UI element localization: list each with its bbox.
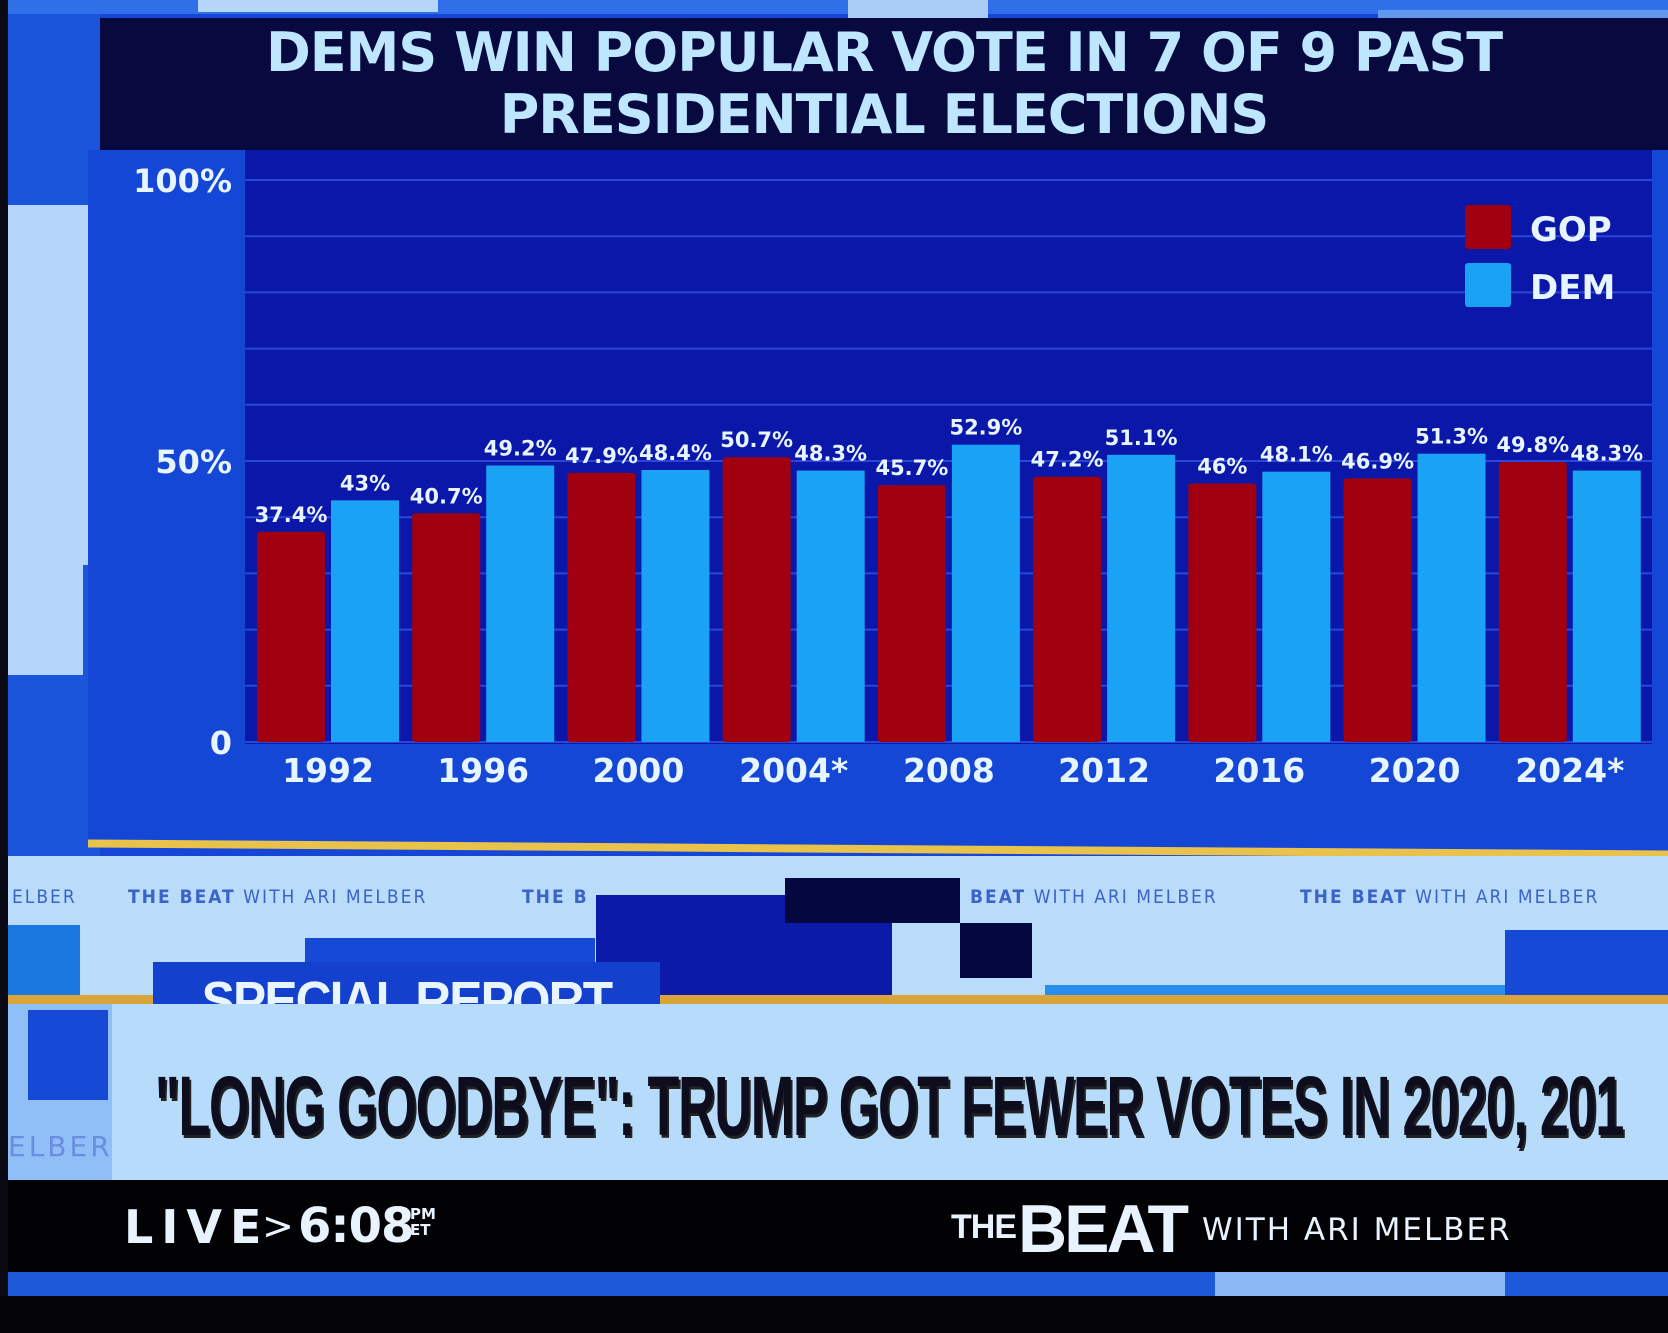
x-tick-label-2020: 2020 [1369, 751, 1461, 790]
bar-dem-1996 [486, 465, 555, 742]
value-label-dem-1992: 43% [340, 471, 390, 495]
bar-gop-1992 [257, 531, 325, 742]
show-logo-host: WITH ARI MELBER [1202, 1212, 1512, 1248]
ticker-host-3: WITH ARI MELBER [1415, 886, 1600, 908]
top-light-block [198, 0, 438, 12]
value-label-dem-2008: 52.9% [949, 416, 1022, 440]
bar-gop-1996 [412, 513, 481, 742]
show-logo-beat: BEAT [1018, 1191, 1189, 1267]
ticker-show-3: THE BEAT [1300, 886, 1408, 908]
accent-line-2 [8, 995, 1668, 1004]
value-label-gop-2012: 47.2% [1031, 448, 1104, 472]
glitch-block-6 [1505, 930, 1668, 1005]
y-tick-label-0: 0 [210, 724, 232, 762]
ticker-show-partial: THE B [522, 886, 589, 908]
value-label-dem-2016: 48.1% [1260, 443, 1333, 467]
value-label-dem-2020: 51.3% [1415, 425, 1488, 449]
value-label-gop-1996: 40.7% [410, 484, 483, 508]
clock-time: 6:08 [298, 1198, 414, 1254]
left-light-block [8, 205, 93, 565]
legend-swatch-gop [1465, 205, 1511, 249]
y-tick-label-100: 100% [133, 162, 232, 200]
x-tick-label-1992: 1992 [282, 751, 374, 790]
clock-period: PM ET [410, 1206, 436, 1238]
bar-gop-2024 [1498, 462, 1567, 742]
value-label-gop-2004: 50.7% [720, 428, 793, 452]
ticker-fragment: ELBER [12, 886, 77, 908]
clock-timezone: ET [410, 1221, 431, 1239]
left-headline-blue [28, 1010, 108, 1100]
x-tick-label-2000: 2000 [593, 751, 685, 790]
ticker-item: THE BEAT WITH ARI MELBER [128, 886, 427, 908]
y-axis: 0 50% 100% [133, 162, 232, 762]
bar-dem-2020 [1417, 453, 1486, 742]
value-label-dem-2004: 48.3% [794, 442, 867, 466]
bar-gop-2008 [877, 485, 946, 742]
bar-dem-2016 [1262, 471, 1331, 742]
bottom-stripe-light [1215, 1272, 1505, 1296]
bar-gop-2004 [722, 457, 791, 742]
glitch-block-2 [785, 878, 960, 923]
value-label-dem-2012: 51.1% [1105, 426, 1178, 450]
value-label-dem-1996: 49.2% [484, 436, 557, 460]
ticker-item-3: THE BEAT WITH ARI MELBER [1300, 886, 1599, 908]
ticker-host: WITH ARI MELBER [243, 886, 428, 908]
left-light-block-2 [8, 565, 83, 675]
value-label-dem-2024: 48.3% [1570, 442, 1643, 466]
value-label-gop-2016: 46% [1197, 454, 1247, 478]
bar-dem-2004 [796, 470, 865, 742]
bottom-bezel [0, 1296, 1668, 1333]
ticker-item-2: BEAT WITH ARI MELBER [970, 886, 1218, 908]
headline-band [112, 1004, 1668, 1180]
x-tick-label-1996: 1996 [437, 751, 529, 790]
bar-dem-2008 [951, 444, 1020, 742]
ticker-fragment-2: THE B [522, 886, 589, 908]
bar-dem-1992 [331, 500, 399, 742]
bar-gop-2012 [1033, 476, 1102, 742]
bottom-bar [8, 1180, 1668, 1272]
bar-gop-2020 [1343, 478, 1412, 742]
ticker-fragment-left: ELBER [8, 1130, 113, 1163]
x-tick-label-2004: 2004* [739, 751, 848, 790]
bar-gop-2000 [567, 472, 636, 742]
value-label-gop-2024: 49.8% [1496, 433, 1569, 457]
value-label-gop-2020: 46.9% [1341, 449, 1414, 473]
ticker-show: THE BEAT [128, 886, 236, 908]
x-tick-label-2008: 2008 [903, 751, 995, 790]
bar-dem-2000 [641, 469, 710, 742]
bar-chart: 0 50% 100% 37.4% 43% 1992 40.7%49.2% 1996 47.… [133, 150, 1652, 790]
top-light-block-2 [848, 0, 988, 22]
value-label-dem-2000: 48.4% [639, 441, 712, 465]
chevron-right-icon: > [262, 1204, 294, 1248]
legend-swatch-dem [1465, 263, 1511, 307]
headline: "LONG GOODBYE": TRUMP GOT FEWER VOTES IN… [155, 1059, 1624, 1153]
ticker-show-2: BEAT [970, 886, 1027, 908]
x-tick-label-2016: 2016 [1213, 751, 1305, 790]
bar-dem-2024 [1572, 470, 1641, 742]
value-label-gop-2008: 45.7% [875, 456, 948, 480]
clock-ampm: PM [410, 1205, 436, 1223]
show-logo-the: THE [951, 1208, 1017, 1246]
glitch-block-3 [960, 923, 1032, 978]
ticker-host-2: WITH ARI MELBER [1033, 886, 1218, 908]
value-label-gop-1992: 37.4% [255, 503, 328, 527]
bars: 37.4% 43% 1992 40.7%49.2% 1996 47.9% 48.4% 2000… [255, 416, 1644, 790]
bar-dem-2012 [1107, 454, 1176, 742]
legend: GOP DEM [1465, 205, 1615, 308]
bar-gop-2016 [1188, 483, 1257, 742]
x-tick-label-2012: 2012 [1058, 751, 1150, 790]
glitch-block-7 [8, 925, 80, 995]
live-indicator: LIVE [124, 1200, 270, 1254]
legend-label-dem: DEM [1530, 268, 1615, 308]
chart-title-line-2: PRESIDENTIAL ELECTIONS [499, 83, 1270, 146]
value-label-gop-2000: 47.9% [565, 444, 638, 468]
chart-title: DEMS WIN POPULAR VOTE IN 7 OF 9 PAST PRE… [100, 22, 1668, 146]
title-band [100, 18, 1668, 150]
y-tick-label-50: 50% [155, 443, 232, 481]
legend-label-gop: GOP [1530, 210, 1612, 250]
chart-title-line-1: DEMS WIN POPULAR VOTE IN 7 OF 9 PAST [265, 21, 1503, 84]
x-tick-label-2024: 2024* [1515, 751, 1624, 790]
